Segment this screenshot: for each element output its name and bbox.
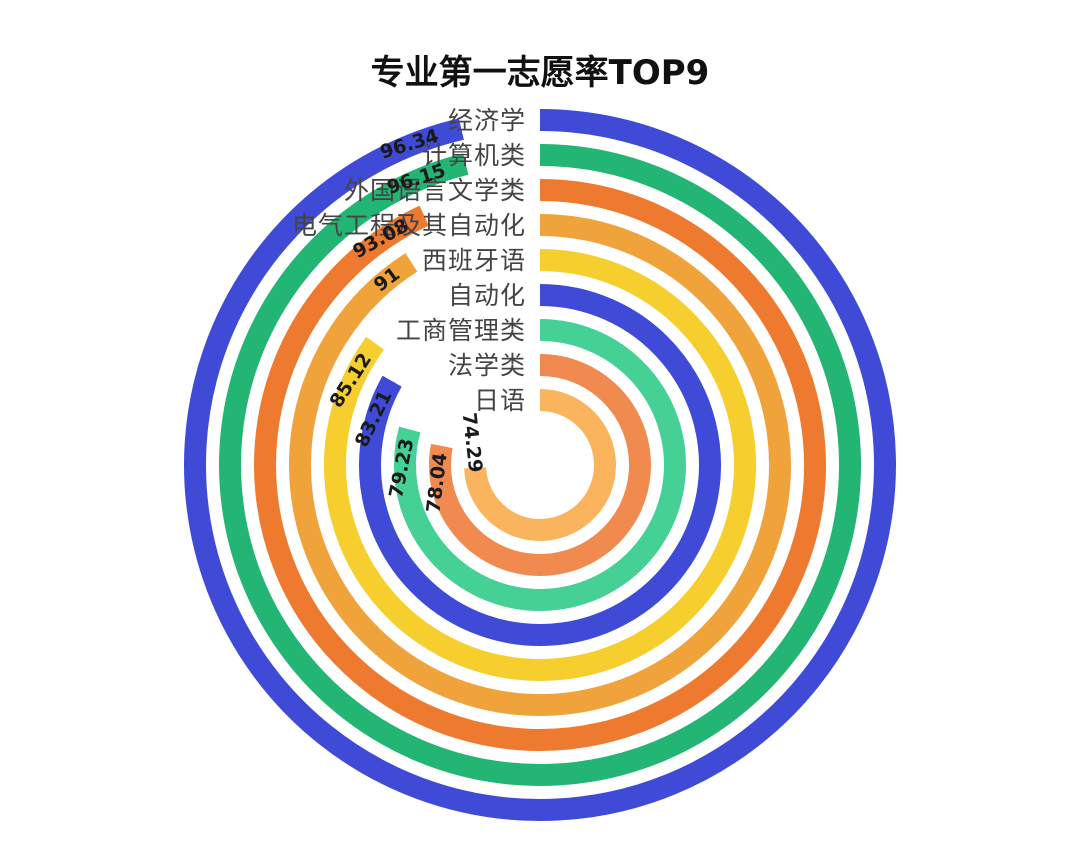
bar-6: [359, 284, 721, 646]
category-label-2: 计算机类: [422, 141, 526, 170]
bar-2: [219, 144, 861, 786]
category-label-6: 自动化: [448, 281, 526, 310]
bar-1: [183, 109, 896, 821]
category-label-8: 法学类: [448, 351, 526, 380]
bar-8: [429, 354, 651, 576]
bar-7: [394, 319, 686, 611]
category-label-1: 经济学: [448, 106, 526, 135]
chart-title: 专业第一志愿率TOP9: [371, 53, 710, 93]
category-label-7: 工商管理类: [396, 316, 526, 345]
bar-5: [324, 249, 756, 681]
bars-group: [183, 109, 896, 821]
category-label-5: 西班牙语: [422, 246, 526, 275]
bar-4: [289, 214, 791, 716]
bar-9: [464, 389, 616, 541]
category-label-3: 外国语言文学类: [344, 176, 526, 205]
category-label-4: 电气工程及其自动化: [292, 211, 526, 240]
bar-3: [254, 179, 826, 751]
category-label-9: 日语: [474, 386, 526, 415]
value-label-9: 74.29: [458, 411, 487, 473]
